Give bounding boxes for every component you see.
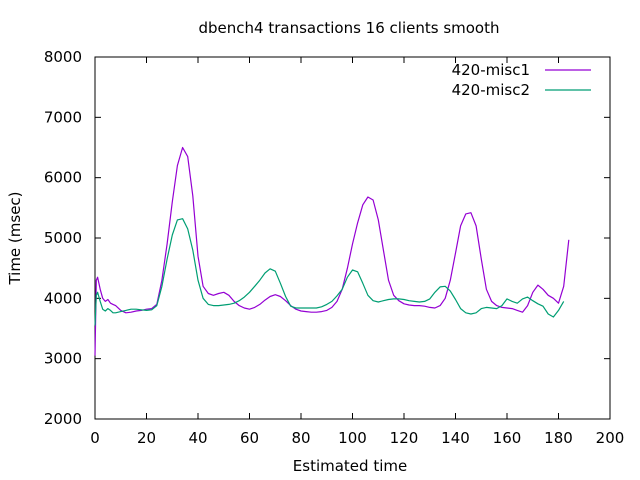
y-tick-label: 3000 bbox=[44, 350, 82, 368]
y-tick-label: 7000 bbox=[44, 108, 82, 126]
x-tick-label: 180 bbox=[544, 429, 573, 447]
series-group bbox=[94, 146, 570, 356]
x-tick-label: 40 bbox=[188, 429, 207, 447]
legend-label: 420-misc1 bbox=[452, 61, 530, 79]
x-axis-label: Estimated time bbox=[293, 457, 407, 475]
y-axis: 2000 3000 4000 5000 6000 7000 8000 bbox=[44, 48, 610, 428]
y-tick-label: 2000 bbox=[44, 410, 82, 428]
chart-title: dbench4 transactions 16 clients smooth bbox=[199, 19, 500, 37]
x-axis: 0 20 40 60 80 100 120 140 160 180 200 bbox=[90, 57, 624, 447]
x-tick-label: 120 bbox=[390, 429, 419, 447]
y-tick-label: 6000 bbox=[44, 169, 82, 187]
series-line-420-misc2 bbox=[94, 218, 565, 326]
x-tick-label: 80 bbox=[291, 429, 310, 447]
legend-label: 420-misc2 bbox=[452, 81, 530, 99]
x-tick-label: 160 bbox=[493, 429, 522, 447]
x-tick-label: 140 bbox=[441, 429, 470, 447]
y-tick-label: 4000 bbox=[44, 289, 82, 307]
y-axis-label: Time (msec) bbox=[6, 191, 24, 285]
y-tick-label: 5000 bbox=[44, 229, 82, 247]
x-tick-label: 200 bbox=[596, 429, 625, 447]
y-tick-label: 8000 bbox=[44, 48, 82, 66]
series-line-420-misc1 bbox=[94, 146, 570, 356]
legend: 420-misc1 420-misc2 bbox=[452, 61, 591, 99]
x-tick-label: 0 bbox=[90, 429, 100, 447]
x-tick-label: 20 bbox=[137, 429, 156, 447]
x-tick-label: 60 bbox=[240, 429, 259, 447]
x-tick-label: 100 bbox=[338, 429, 367, 447]
